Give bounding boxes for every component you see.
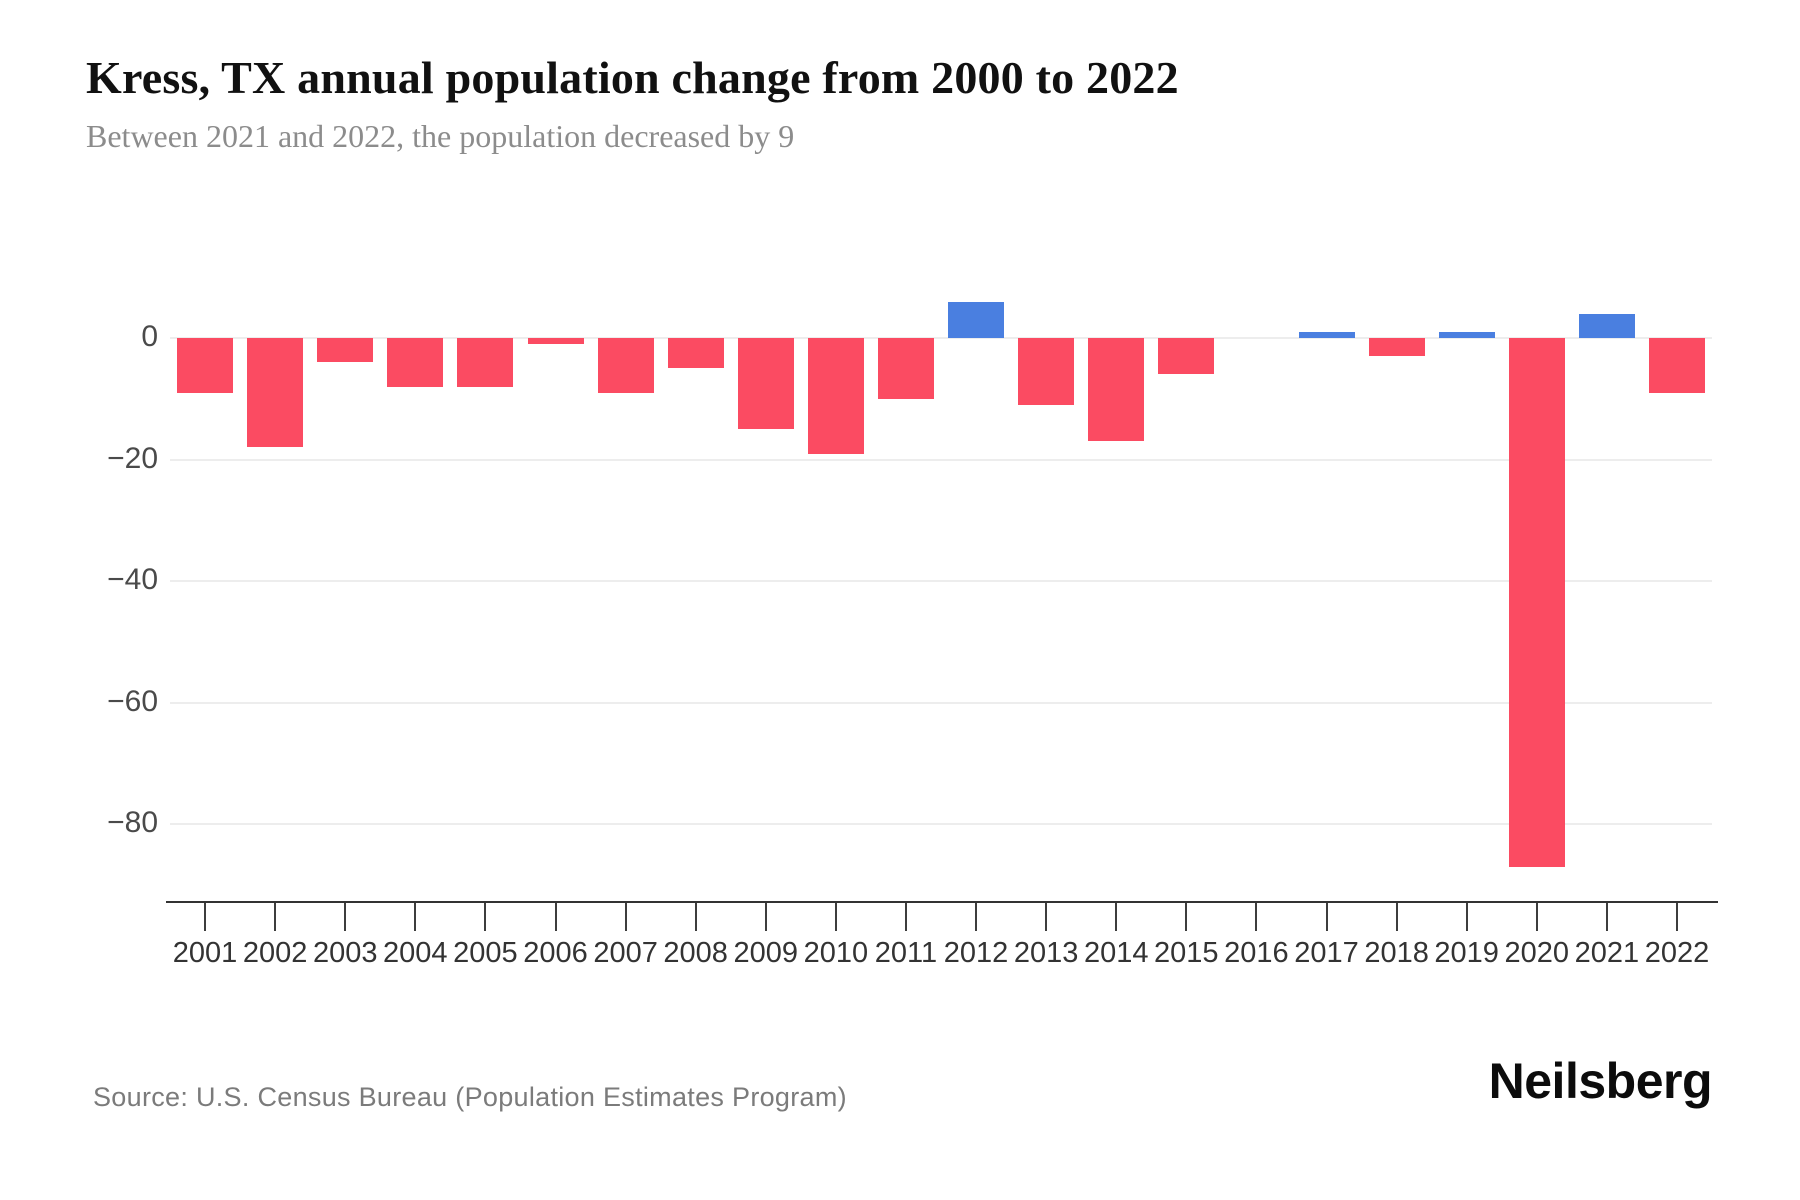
bar-2013[interactable] (1018, 338, 1075, 405)
x-tick-label-2008: 2008 (663, 937, 728, 969)
x-tick (414, 903, 417, 931)
x-tick (764, 903, 767, 931)
brand-logo: Neilsberg (1488, 1053, 1713, 1109)
y-tick-label: −40 (107, 563, 158, 597)
x-tick-label-2007: 2007 (593, 937, 658, 969)
x-tick-label-2022: 2022 (1644, 937, 1710, 969)
bar-2019[interactable] (1438, 331, 1495, 338)
bar-2018[interactable] (1368, 338, 1425, 357)
x-tick-label-2005: 2005 (453, 937, 518, 969)
y-tick-label: 0 (141, 320, 158, 353)
y-gridline--60 (170, 701, 1712, 704)
x-tick-label-2001: 2001 (172, 937, 238, 969)
x-tick-label-2004: 2004 (383, 937, 448, 969)
x-tick-label-2016: 2016 (1224, 937, 1289, 969)
bar-2012[interactable] (948, 301, 1005, 338)
bar-2002[interactable] (247, 338, 304, 448)
x-tick-label-2003: 2003 (312, 937, 378, 969)
y-gridline-0 (170, 337, 1712, 339)
x-tick (1535, 903, 1538, 931)
bar-2006[interactable] (527, 338, 584, 345)
x-tick-label-2020: 2020 (1504, 937, 1570, 969)
bar-2008[interactable] (667, 338, 724, 369)
x-tick (694, 903, 697, 931)
x-tick (1465, 903, 1468, 931)
bar-2021[interactable] (1578, 313, 1635, 338)
bar-2017[interactable] (1298, 331, 1355, 338)
x-tick-label-2019: 2019 (1434, 937, 1499, 969)
x-tick (344, 903, 347, 931)
y-gridline--40 (170, 580, 1712, 583)
bar-2001[interactable] (177, 338, 234, 393)
x-tick (1045, 903, 1048, 931)
y-tick-label: −80 (107, 806, 158, 840)
x-tick (1185, 903, 1188, 931)
x-tick-label-2006: 2006 (523, 937, 588, 969)
x-tick-label-2015: 2015 (1154, 937, 1219, 969)
x-tick-label-2021: 2021 (1574, 937, 1640, 969)
x-tick (484, 903, 487, 931)
bar-2003[interactable] (317, 338, 374, 363)
y-gridline--20 (170, 458, 1712, 461)
x-tick (1605, 903, 1608, 931)
y-gridline--80 (170, 823, 1712, 826)
bar-2004[interactable] (387, 338, 444, 387)
chart-title: Kress, TX annual population change from … (86, 52, 1179, 103)
x-tick (834, 903, 837, 931)
x-tick-label-2011: 2011 (874, 937, 938, 969)
x-tick (204, 903, 207, 931)
x-tick-label-2002: 2002 (242, 937, 308, 969)
bar-2007[interactable] (597, 338, 654, 393)
x-tick (904, 903, 907, 931)
x-tick (1395, 903, 1398, 931)
x-tick-label-2017: 2017 (1294, 937, 1359, 969)
x-tick-label-2012: 2012 (943, 937, 1009, 969)
bar-2005[interactable] (457, 338, 514, 387)
x-axis-line (166, 901, 1718, 903)
bar-2022[interactable] (1648, 338, 1705, 393)
chart-subtitle: Between 2021 and 2022, the population de… (86, 118, 795, 154)
x-tick (1675, 903, 1678, 931)
bar-2009[interactable] (737, 338, 794, 430)
x-tick (554, 903, 557, 931)
bar-2020[interactable] (1508, 338, 1565, 867)
y-tick-label: −20 (107, 441, 158, 475)
bar-2015[interactable] (1158, 338, 1215, 375)
x-tick (624, 903, 627, 931)
x-tick-label-2013: 2013 (1013, 937, 1079, 969)
x-tick (1255, 903, 1258, 931)
x-tick-label-2014: 2014 (1083, 937, 1149, 969)
x-tick (975, 903, 978, 931)
x-tick (274, 903, 277, 931)
x-tick (1115, 903, 1118, 931)
x-tick-label-2010: 2010 (803, 937, 869, 969)
x-tick-label-2009: 2009 (733, 937, 799, 969)
source-note: Source: U.S. Census Bureau (Population E… (93, 1082, 847, 1112)
x-tick-label-2018: 2018 (1364, 937, 1429, 969)
x-tick (1325, 903, 1328, 931)
bar-2010[interactable] (807, 338, 864, 454)
bar-2011[interactable] (877, 338, 934, 399)
y-tick-label: −60 (107, 684, 158, 718)
bar-2014[interactable] (1088, 338, 1145, 442)
